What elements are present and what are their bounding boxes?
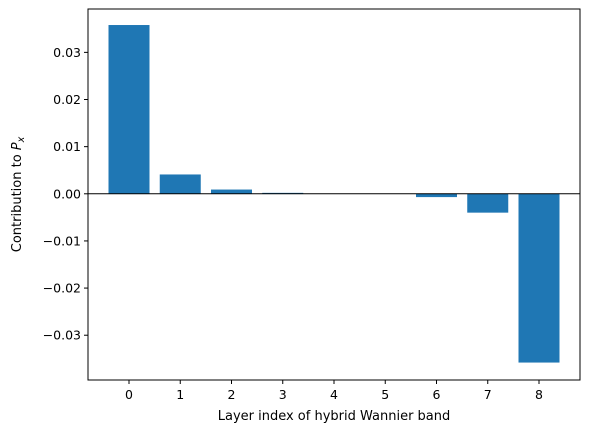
y-tick-label: −0.03 xyxy=(43,328,81,343)
y-axis-title-symbol: P xyxy=(10,142,25,150)
x-tick-label: 8 xyxy=(535,387,543,402)
bar-6 xyxy=(416,193,457,198)
x-tick-label: 5 xyxy=(381,387,389,402)
y-tick-label: 0.03 xyxy=(53,45,81,60)
x-tick-label: 7 xyxy=(484,387,492,402)
x-tick-label: 0 xyxy=(125,387,133,402)
bar-0 xyxy=(108,25,150,194)
y-tick-label: −0.02 xyxy=(43,281,81,296)
y-axis-title-subscript: x xyxy=(16,136,27,143)
y-tick-label: −0.01 xyxy=(43,233,81,248)
y-tick-label: 0.00 xyxy=(53,186,81,201)
x-tick-label: 6 xyxy=(433,387,441,402)
y-axis: −0.03 −0.02 −0.01 0.00 0.01 0.02 0.03 xyxy=(43,45,88,343)
x-tick-label: 4 xyxy=(330,387,338,402)
y-axis-title: Contribution to Px xyxy=(10,136,27,252)
x-tick-label: 3 xyxy=(279,387,287,402)
x-axis-title: Layer index of hybrid Wannier band xyxy=(218,409,451,424)
x-tick-label: 2 xyxy=(228,387,236,402)
bar-8 xyxy=(518,193,560,363)
x-axis: 0 1 2 3 4 5 6 7 8 xyxy=(125,380,543,402)
bar-2 xyxy=(211,189,252,194)
bar-7 xyxy=(467,193,509,213)
y-axis-title-prefix: Contribution to xyxy=(10,150,25,252)
y-tick-label: 0.01 xyxy=(53,139,81,154)
x-tick-label: 1 xyxy=(176,387,184,402)
bar-1 xyxy=(159,174,201,194)
y-tick-label: 0.02 xyxy=(53,92,81,107)
